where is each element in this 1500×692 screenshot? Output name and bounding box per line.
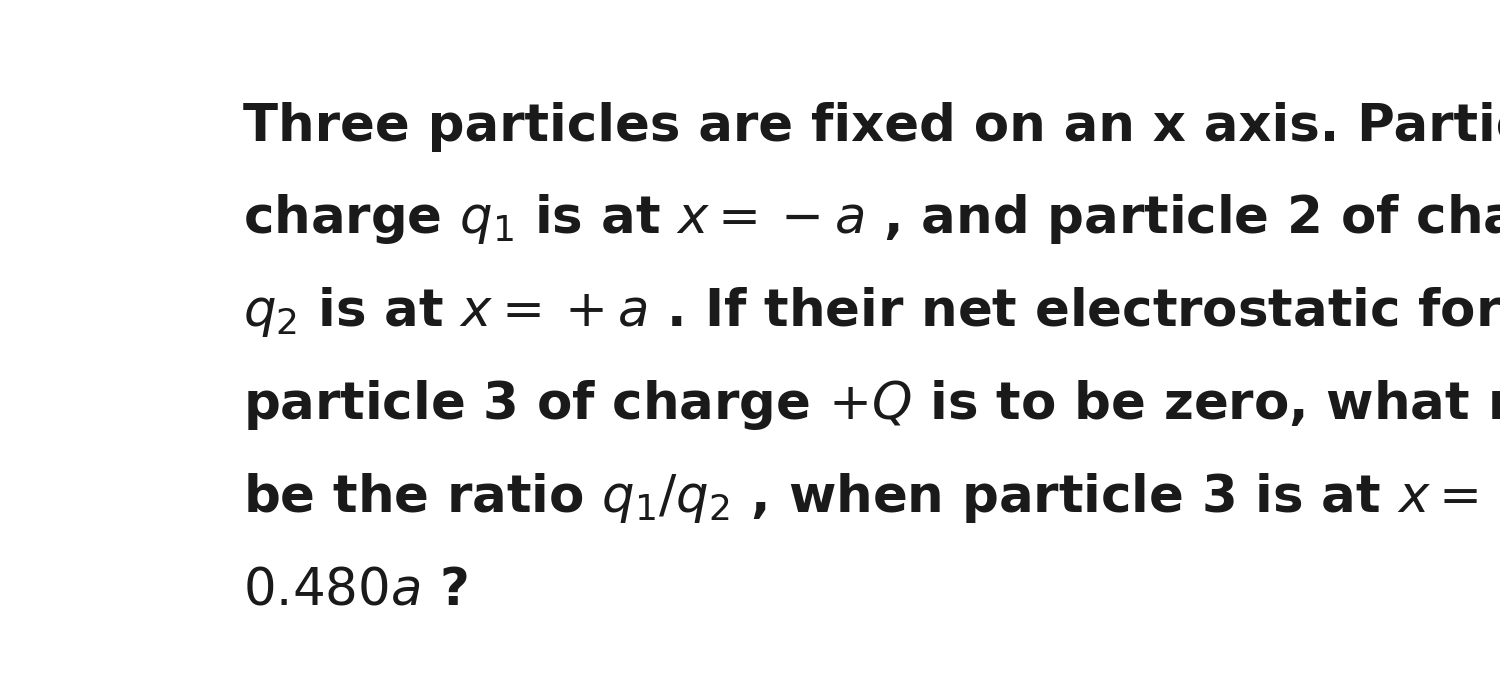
Text: $q_2$ is at $x=+a$ . If their net electrostatic force on: $q_2$ is at $x=+a$ . If their net electr…	[243, 285, 1500, 339]
Text: $0.480a$ ?: $0.480a$ ?	[243, 566, 468, 616]
Text: Three particles are fixed on an x axis. Particle 1 of: Three particles are fixed on an x axis. …	[243, 102, 1500, 152]
Text: charge $q_1$ is at $x=-a$ , and particle 2 of charge: charge $q_1$ is at $x=-a$ , and particle…	[243, 192, 1500, 246]
Text: be the ratio $q_1/q_2$ , when particle 3 is at $x=$: be the ratio $q_1/q_2$ , when particle 3…	[243, 471, 1479, 525]
Text: particle 3 of charge $+Q$ is to be zero, what must: particle 3 of charge $+Q$ is to be zero,…	[243, 378, 1500, 432]
